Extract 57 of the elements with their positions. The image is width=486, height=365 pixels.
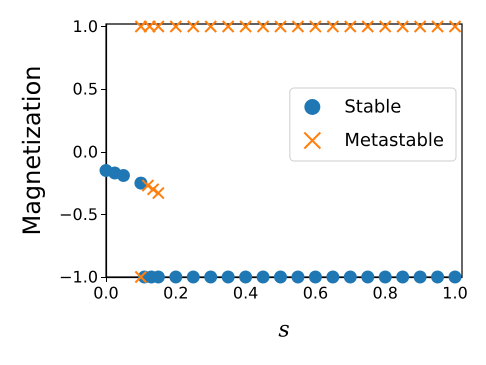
point	[448, 20, 462, 34]
point	[239, 270, 252, 284]
y-tick-label: −1.0	[59, 268, 98, 286]
point	[344, 20, 357, 34]
point	[448, 270, 462, 284]
point	[222, 270, 235, 284]
point	[361, 270, 374, 284]
x-tick-label: 0.2	[163, 284, 189, 302]
point	[146, 182, 160, 196]
point	[396, 270, 410, 284]
x-axis-title: s	[278, 318, 290, 342]
point	[396, 20, 410, 34]
legend-label: Stable	[344, 96, 402, 118]
point	[326, 270, 340, 284]
point	[256, 270, 270, 284]
point	[141, 179, 154, 192]
x-tick-label: 1.0	[442, 284, 468, 302]
point	[326, 20, 340, 34]
point	[291, 20, 304, 34]
point	[204, 20, 218, 34]
point	[143, 20, 156, 34]
point	[222, 20, 235, 34]
point	[152, 186, 165, 200]
point	[344, 270, 357, 284]
point	[308, 270, 322, 284]
x-tick-label: 0.8	[372, 284, 398, 302]
point	[116, 169, 130, 182]
point	[274, 20, 288, 34]
y-tick-label: 0.5	[72, 80, 98, 99]
legend-label: Metastable	[344, 130, 444, 151]
point	[378, 270, 392, 284]
point	[186, 20, 200, 34]
point	[204, 270, 218, 284]
point	[361, 20, 374, 34]
point	[134, 20, 148, 34]
point	[378, 20, 392, 34]
point	[431, 270, 444, 284]
point	[414, 20, 427, 34]
point	[134, 270, 148, 284]
point	[431, 20, 444, 34]
point	[239, 20, 252, 34]
point	[291, 270, 304, 284]
y-tick-label: 1.0	[72, 17, 98, 36]
x-tick-label: 0.6	[302, 284, 328, 302]
point	[414, 270, 427, 284]
x-tick-label: 0.0	[93, 284, 119, 302]
point	[256, 20, 270, 34]
point	[186, 270, 200, 284]
point	[152, 20, 165, 34]
point	[169, 270, 182, 284]
y-tick-label: −0.5	[59, 204, 98, 224]
y-axis-title: Magnetization	[18, 66, 46, 236]
point	[274, 270, 288, 284]
point	[169, 20, 182, 34]
x-tick-label: 0.4	[232, 284, 258, 302]
point	[308, 20, 322, 34]
y-tick-label: 0.0	[72, 142, 98, 162]
